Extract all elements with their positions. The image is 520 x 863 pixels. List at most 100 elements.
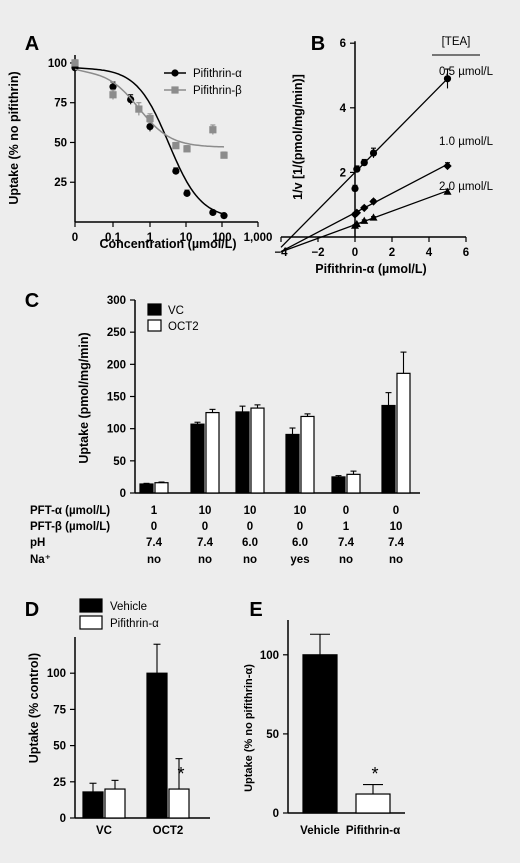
panel-b-x-tick-label: 0: [352, 247, 358, 259]
panel-b-point: [360, 159, 368, 167]
panel-c-condition-cell: 7.4: [338, 537, 355, 549]
panel-b-point: [352, 208, 362, 217]
panel-c-legend-label: VC: [168, 305, 184, 317]
panel-e-category-label: Pifithrin-α: [346, 825, 400, 837]
panel-c-label: C: [25, 290, 39, 312]
panel-a-point: [183, 189, 191, 197]
panel-a-y-tick-label: 50: [54, 137, 67, 149]
panel-d-label: D: [25, 599, 39, 621]
panel-a-point: [146, 122, 154, 131]
panel-c-condition-cell: 6.0: [292, 537, 308, 549]
panel-c-bar: [331, 476, 346, 494]
panel-c-bar: [250, 407, 265, 494]
panel-c-bar: [381, 404, 396, 494]
panel-c-bar: [300, 415, 315, 494]
panel-c-bar: [190, 423, 205, 494]
panel-b-point: [443, 187, 452, 195]
panel-c-condition-cell: 0: [202, 521, 208, 533]
panel-b-series-label: 1.0 µmol/L: [439, 136, 494, 148]
panel-b-y-axis-label: 1/v [1/(pmol/mg/min)]: [291, 74, 305, 200]
panel-c-y-tick-label: 0: [120, 488, 126, 500]
panel-c-condition-label: PFT-α (µmol/L): [30, 505, 110, 517]
panel-b-series-label: 0.5 µmol/L: [439, 66, 494, 78]
panel-c-y-tick-label: 100: [107, 424, 126, 436]
panel-c-condition-cell: 1: [343, 521, 350, 533]
panel-a-fit-curve-0: [74, 66, 225, 215]
panel-c-condition-cell: no: [147, 554, 161, 566]
panel-d-legend-swatch: [79, 615, 103, 630]
panel-c-condition-cell: 10: [244, 505, 257, 517]
panel-c-condition-cell: 7.4: [388, 537, 405, 549]
panel-b-point: [351, 184, 359, 193]
panel-a-x-axis-label: Concentration (µmol/L): [99, 237, 236, 251]
panel-c-condition-cell: yes: [290, 554, 309, 566]
panel-a-point: [135, 105, 143, 113]
panel-c-bar: [235, 411, 250, 494]
panel-a-legend-label: Pifithrin-β: [193, 85, 242, 97]
panel-a-point: [172, 167, 180, 175]
panel-a-y-axis-label: Uptake (% no pifithrin): [7, 71, 21, 204]
panel-b-series-label: 2.0 µmol/L: [439, 181, 494, 193]
panel-a-point: [146, 115, 154, 123]
panel-a-legend-marker: [171, 69, 179, 77]
panel-b-point: [360, 203, 369, 213]
panel-c-y-tick-label: 50: [113, 456, 126, 468]
panel-d-category-label: OCT2: [153, 825, 184, 837]
panel-c-condition-cell: 0: [151, 521, 157, 533]
panel-b-point: [369, 197, 378, 206]
panel-c-condition-label: Na⁺: [30, 554, 51, 566]
panel-a-y-tick-label: 75: [54, 98, 67, 110]
panel-a-point: [172, 142, 180, 150]
panel-a-x-tick-label: 100: [212, 232, 231, 244]
panel-e-category-label: Vehicle: [300, 825, 340, 837]
panel-a-y-tick-label: 100: [48, 58, 67, 70]
panel-b-point: [352, 219, 361, 228]
panel-d-y-tick-label: 25: [53, 777, 66, 789]
panel-a-x-tick-label: 1,000: [244, 232, 273, 244]
panel-e-bar: [302, 654, 338, 814]
panel-a-x-tick-label: 0: [72, 232, 78, 244]
panel-a-x-tick-label: 0.1: [105, 232, 122, 244]
panel-c-condition-cell: 10: [390, 521, 403, 533]
panel-d-bar: [82, 791, 104, 819]
panel-c-condition-cell: 7.4: [146, 537, 163, 549]
panel-c-condition-cell: no: [243, 554, 257, 566]
panel-d-bar: [146, 672, 168, 819]
panel-a-point: [209, 126, 217, 134]
panel-c-bar: [205, 411, 220, 494]
panel-b-x-axis-label: Pifithrin-α (µmol/L): [315, 262, 426, 276]
panel-d-y-tick-label: 50: [53, 741, 66, 753]
panel-a-x-tick-label: 10: [180, 232, 193, 244]
panel-a-x-tick-label: 1: [147, 232, 154, 244]
panel-b-point: [443, 161, 452, 171]
panel-c-condition-label: pH: [30, 537, 45, 549]
panel-c-bar: [154, 482, 169, 494]
panel-c-condition-label: PFT-β (µmol/L): [30, 521, 110, 533]
panel-d-y-tick-label: 0: [60, 813, 66, 825]
panel-a-point: [109, 91, 117, 99]
panel-a-legend-marker: [171, 86, 179, 94]
panel-c-legend-swatch: [147, 319, 162, 332]
panel-e-y-tick-label: 0: [273, 808, 279, 820]
panel-b-x-tick-label: 4: [426, 247, 433, 259]
panel-d-y-tick-label: 75: [53, 704, 66, 716]
panel-b-point: [369, 213, 378, 221]
panel-b-point: [369, 149, 378, 157]
panel-c-condition-cell: 1: [151, 505, 158, 517]
panel-c-condition-cell: 10: [294, 505, 307, 517]
panel-d-bar: [168, 788, 190, 819]
panel-a-y-tick-label: 25: [54, 177, 67, 189]
panel-e-y-tick-label: 50: [266, 729, 279, 741]
panel-d-y-axis-label: Uptake (% control): [27, 653, 41, 763]
panel-b-y-tick-label: 6: [340, 38, 346, 50]
panel-e-bar: [355, 793, 391, 814]
panel-a-point: [209, 208, 217, 217]
panel-c-bar: [285, 433, 300, 494]
panel-b-x-tick-label: −2: [311, 247, 324, 259]
panel-a-legend-label: Pifithrin-α: [193, 68, 242, 80]
panel-d-significance-marker: *: [177, 764, 184, 784]
panel-c-y-tick-label: 150: [107, 392, 126, 404]
panel-c-condition-cell: 6.0: [242, 537, 258, 549]
panel-c-condition-cell: no: [339, 554, 353, 566]
